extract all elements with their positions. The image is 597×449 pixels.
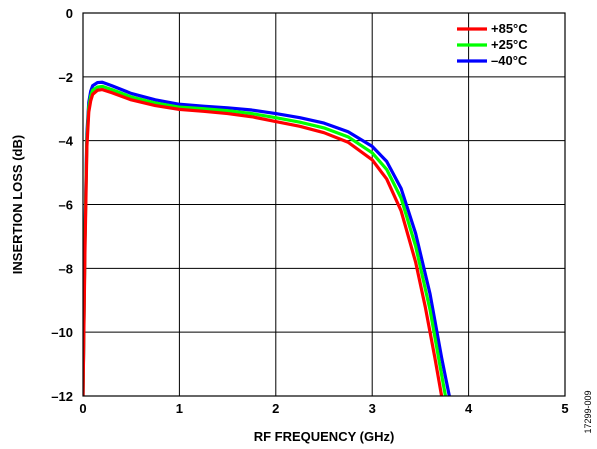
figure-id: 17299-009 (583, 390, 593, 433)
legend-label-2: –40°C (491, 53, 528, 68)
x-tick-label: 2 (272, 401, 279, 416)
x-tick-label: 1 (176, 401, 183, 416)
plot-frame (82, 12, 566, 397)
y-tick-label: –12 (51, 389, 73, 404)
x-tick-label: 4 (465, 401, 473, 416)
y-tick-label: –10 (51, 325, 73, 340)
y-tick-labels: 0 –2 –4 –6 –8 –10 –12 (51, 6, 73, 404)
plot-series (83, 80, 451, 396)
x-tick-label: 3 (369, 401, 376, 416)
series-line-1 (83, 84, 448, 396)
y-tick-label: –4 (59, 134, 74, 149)
x-tick-label: 5 (561, 401, 568, 416)
legend-label-0: +85°C (491, 21, 528, 36)
x-tick-label: 0 (79, 401, 86, 416)
series-line-0 (83, 88, 444, 396)
y-tick-label: –6 (59, 198, 73, 213)
y-tick-label: 0 (66, 6, 73, 21)
series-line-2 (83, 80, 451, 396)
x-axis-title: RF FREQUENCY (GHz) (254, 429, 395, 444)
legend: +85°C+25°C–40°C (457, 21, 528, 68)
y-axis-title: INSERTION LOSS (dB) (10, 135, 25, 274)
x-tick-labels: 0 1 2 3 4 5 (79, 401, 568, 416)
grid-lines (82, 12, 566, 397)
legend-label-1: +25°C (491, 37, 528, 52)
y-tick-label: –2 (59, 70, 73, 85)
y-tick-label: –8 (59, 261, 73, 276)
